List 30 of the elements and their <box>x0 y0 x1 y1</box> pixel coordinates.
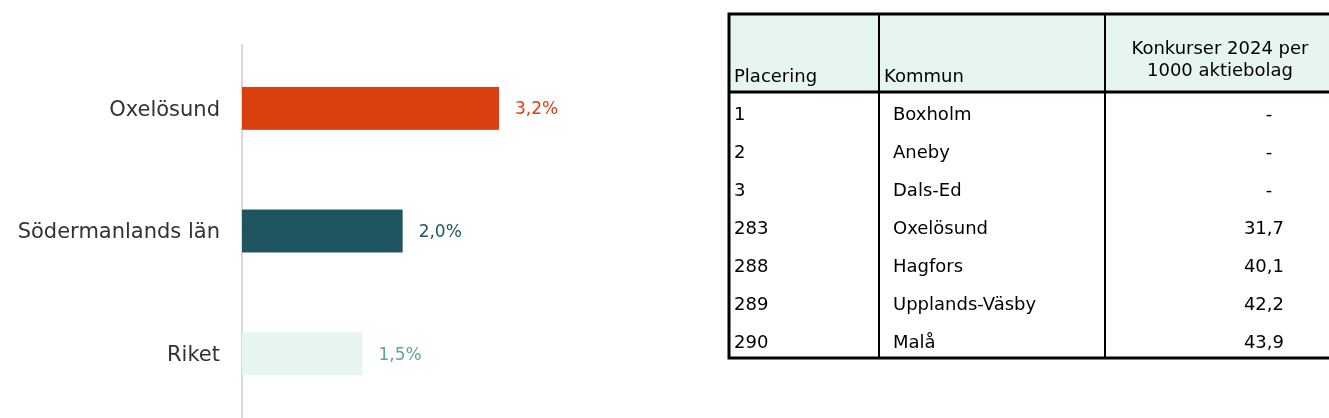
category-label: 283 <box>734 217 769 238</box>
y-tick-label: Riket <box>167 341 220 366</box>
data-label: - <box>1265 179 1273 200</box>
data-label: - <box>1265 103 1273 124</box>
category-label: Upplands-Väsby <box>893 293 1037 314</box>
category-label: 288 <box>734 255 769 276</box>
data-label: 40,1 <box>1243 255 1284 276</box>
category-label: 1 <box>734 103 746 124</box>
text: Placering <box>734 65 818 86</box>
category-label: Dals-Ed <box>893 179 962 200</box>
category-label: 2 <box>734 141 746 162</box>
data-label: 31,7 <box>1243 217 1284 238</box>
text: Konkurser 2024 per 1000 aktiebolag <box>1131 37 1310 80</box>
category-label: Hagfors <box>893 255 964 276</box>
y-tick-label: Södermanlands län <box>17 219 220 244</box>
category-label: 290 <box>734 331 769 352</box>
text: Kommun <box>884 65 964 86</box>
data-label: 43,9 <box>1243 331 1284 352</box>
category-label: 289 <box>734 293 769 314</box>
category-label: Boxholm <box>893 103 972 124</box>
data-label: - <box>1265 141 1273 162</box>
category-label: Malå <box>893 331 936 352</box>
y-tick-label: Oxelösund <box>109 96 220 121</box>
category-label: 3 <box>734 179 746 200</box>
data-label: 1,5% <box>378 343 422 364</box>
category-label: Aneby <box>893 141 951 162</box>
data-label: 42,2 <box>1243 293 1284 314</box>
data-label: 3,2% <box>515 98 559 119</box>
category-label: Oxelösund <box>893 217 988 238</box>
data-label: 2,0% <box>418 220 462 241</box>
